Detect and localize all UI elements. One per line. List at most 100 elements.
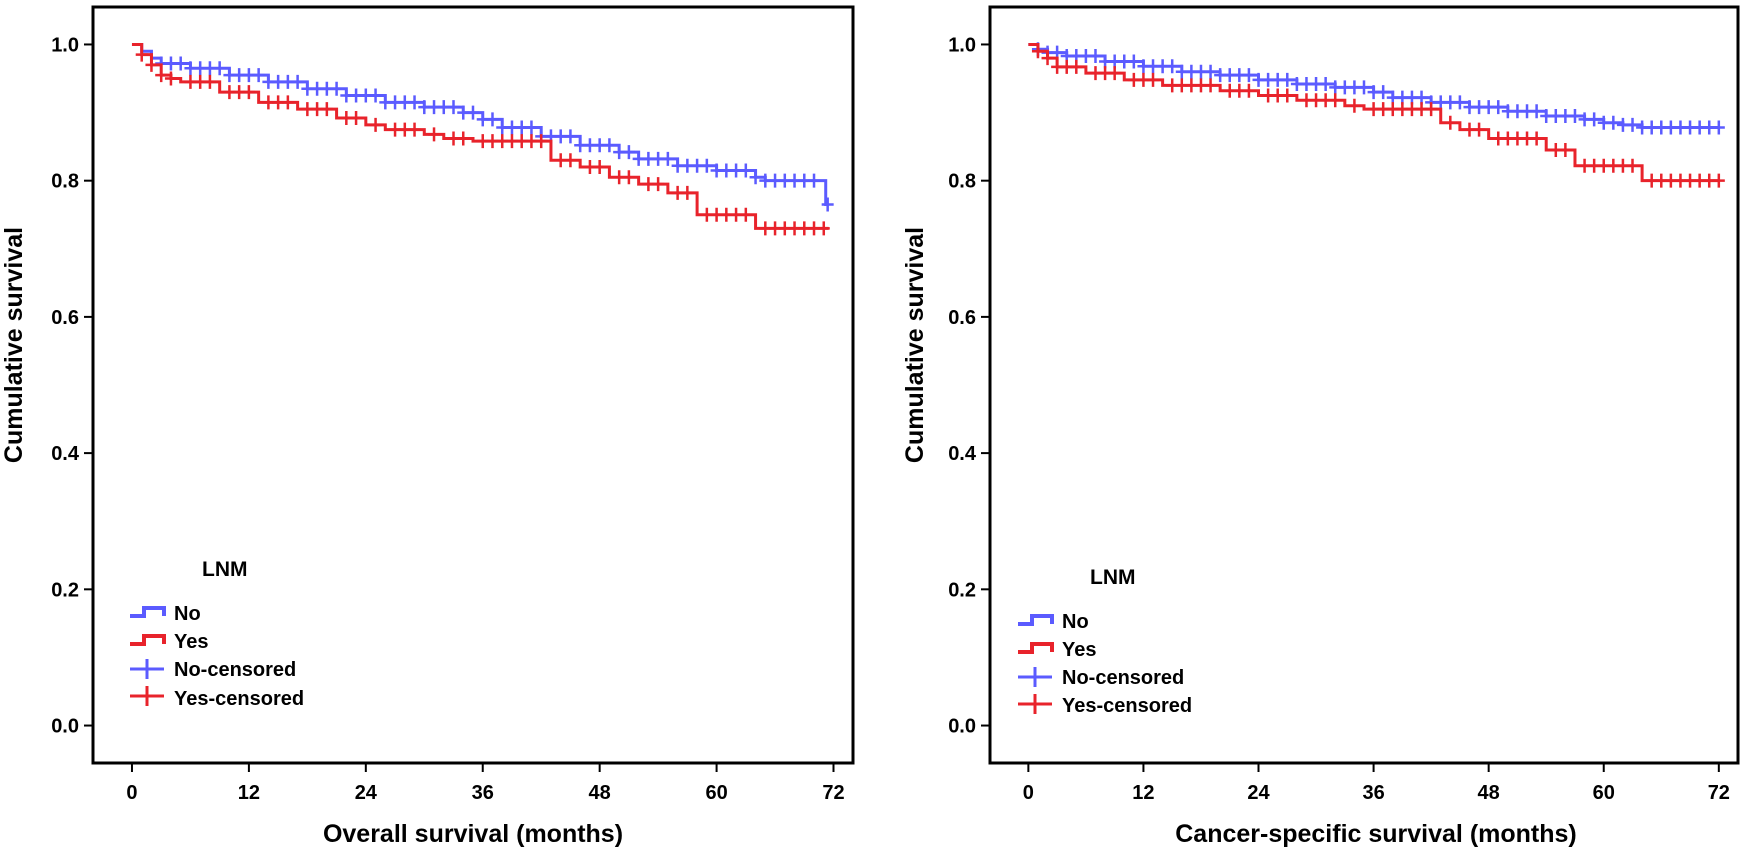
censor-mark-no	[739, 163, 752, 178]
legend-title: LNM	[202, 558, 248, 581]
censor-mark-yes	[1530, 131, 1543, 146]
censor-mark-no	[1607, 115, 1620, 130]
censor-mark-yes	[428, 127, 441, 142]
overall-survival-chart: 0.0 0.2 0.4 0.6 0.8 1.0 0 12 24 36 48 60 72 Cumulati…	[0, 5, 855, 848]
censor-mark-yes	[369, 117, 382, 132]
censor-mark-yes	[408, 122, 421, 137]
y-tick-label: 1.0	[51, 34, 79, 56]
censor-mark-no	[749, 170, 762, 185]
legend-swatch-yes	[130, 634, 166, 646]
censor-mark-no	[525, 120, 538, 135]
censor-mark-yes	[1070, 59, 1083, 74]
censor-mark-yes	[1281, 88, 1294, 103]
censor-mark-yes	[242, 85, 255, 100]
censor-mark-yes	[145, 57, 158, 72]
censor-mark-yes	[1031, 44, 1044, 59]
x-tick-label: 72	[1708, 782, 1730, 804]
censor-mark-no	[564, 129, 577, 144]
censor-mark-no	[1626, 117, 1639, 132]
legend-swatch-yes-censored	[1018, 694, 1052, 714]
censor-mark-yes	[135, 47, 148, 62]
censor-mark-yes	[622, 170, 635, 185]
legend-title: LNM	[1090, 566, 1136, 589]
legend-label-yes-censored: Yes-censored	[174, 688, 304, 710]
censor-mark-yes	[681, 185, 694, 200]
censor-mark-no	[1127, 54, 1140, 69]
censor-mark-no	[447, 100, 460, 115]
censor-mark-no	[252, 68, 265, 83]
y-tick-label: 0.2	[948, 579, 976, 601]
y-axis-title: Cumulative survival	[901, 227, 929, 463]
y-tick-label: 0.4	[51, 443, 80, 465]
censor-mark-no	[291, 74, 304, 89]
censor-mark-no	[486, 112, 499, 127]
y-tick-label: 0.6	[51, 307, 79, 329]
x-tick-label: 12	[1132, 782, 1154, 804]
y-tick-label: 0.8	[948, 171, 976, 193]
censor-mark-no	[408, 95, 421, 110]
x-tick-label: 48	[1478, 782, 1500, 804]
censor-mark-yes	[1626, 158, 1639, 173]
censor-mark-no	[1568, 108, 1581, 123]
censor-mark-no	[1530, 104, 1543, 119]
y-axis-title: Cumulative survival	[0, 227, 28, 463]
legend-label-yes-censored: Yes-censored	[1062, 695, 1192, 717]
censor-mark-no	[467, 105, 479, 120]
legend-label-no: No	[174, 603, 201, 625]
censor-mark-yes	[281, 95, 294, 110]
censor-mark-no	[1377, 85, 1390, 100]
x-tick-label: 60	[705, 782, 727, 804]
censor-mark-yes	[164, 71, 177, 86]
y-tick-label: 1.0	[948, 34, 976, 56]
censor-mark-yes	[1348, 98, 1361, 113]
legend-label-no: No	[1062, 611, 1089, 633]
legend-swatch-no	[130, 606, 166, 618]
censor-mark-yes	[1473, 122, 1486, 137]
legend-swatch-yes	[1018, 642, 1054, 654]
censor-mark-yes	[593, 160, 606, 175]
censor-mark-yes	[203, 74, 216, 89]
plot-frame	[988, 5, 1740, 765]
cancer-specific-survival-panel: 0.0 0.2 0.4 0.6 0.8 1.0 0 12 24 36 48 60 72 Cumulati…	[898, 0, 1748, 856]
censor-mark-no	[330, 81, 343, 96]
censor-mark-yes	[155, 68, 168, 83]
censor-mark-no	[213, 61, 226, 76]
censor-mark-yes	[1242, 83, 1255, 98]
legend-swatch-yes-censored	[130, 686, 164, 706]
censor-mark-yes	[1712, 173, 1725, 188]
censor-mark-yes	[1425, 102, 1438, 117]
legend-swatch-no-censored	[130, 659, 164, 679]
censor-mark-no	[174, 56, 187, 71]
censor-mark-yes	[1559, 143, 1572, 158]
censor-mark-yes	[457, 131, 470, 146]
censor-mark-yes	[535, 134, 548, 149]
censor-mark-yes	[1041, 51, 1054, 66]
censor-mark-no	[1204, 64, 1217, 79]
censor-mark-no	[622, 145, 635, 160]
censor-mark-yes	[739, 207, 752, 222]
censor-mark-no	[1166, 59, 1179, 74]
y-tick-label: 0.2	[51, 579, 79, 601]
censor-mark-no	[603, 138, 616, 153]
y-tick-label: 0.0	[948, 716, 976, 738]
legend-swatch-no	[1018, 614, 1054, 626]
censor-mark-no	[1588, 112, 1601, 127]
x-tick-label: 0	[126, 782, 137, 804]
x-tick-label: 60	[1593, 782, 1615, 804]
censor-mark-yes	[1329, 93, 1342, 108]
legend-label-yes: Yes	[1062, 639, 1096, 661]
censor-mark-yes	[1147, 72, 1160, 87]
censor-mark-yes	[652, 177, 665, 192]
censor-mark-no	[369, 88, 382, 103]
x-tick-label: 36	[472, 782, 494, 804]
censor-mark-yes	[320, 102, 333, 117]
censor-mark-no	[661, 151, 674, 166]
censor-mark-no	[1089, 49, 1102, 64]
survival-curve-yes	[131, 42, 829, 230]
censor-mark-yes	[564, 153, 577, 168]
cancer-specific-survival-chart: 0.0 0.2 0.4 0.6 0.8 1.0 0 12 24 36 48 60 72 Cumulati…	[901, 5, 1740, 848]
y-tick-label: 0.8	[51, 171, 79, 193]
censor-mark-yes	[1444, 115, 1457, 130]
survival-curve-no	[131, 42, 829, 207]
y-tick-label: 0.0	[51, 716, 79, 738]
